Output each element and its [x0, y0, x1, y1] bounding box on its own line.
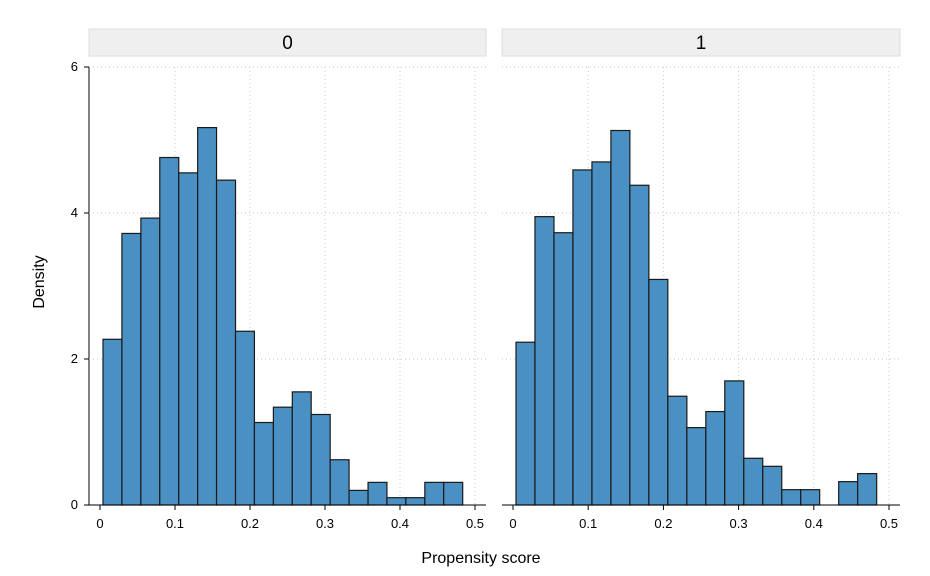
y-axis-title: Density: [31, 255, 48, 308]
facet-panels: 0 0 0.1 0.2 0.3 0.4 0.5 1 0 0.1 0.2 0.3 0.4 0.5: [88, 28, 901, 531]
facet-strip-label: 1: [696, 33, 707, 54]
histogram-bar: [686, 427, 707, 506]
facet-strip-label: 0: [282, 33, 293, 54]
y-tick-label: 4: [71, 205, 78, 220]
histogram-bar: [762, 465, 783, 506]
histogram-bar: [838, 481, 859, 506]
histogram-bar: [310, 413, 331, 506]
x-tick-label: 0: [509, 516, 516, 531]
y-tick-label: 0: [71, 497, 78, 512]
x-tick-label: 0.2: [654, 516, 672, 531]
histogram-bar: [272, 406, 293, 506]
histogram-bar: [197, 126, 218, 506]
x-tick-label: 0: [96, 516, 103, 531]
histogram-bar: [367, 481, 388, 506]
histogram-bar: [591, 161, 612, 506]
x-tick-label: 0.1: [166, 516, 184, 531]
histogram-bar: [159, 156, 180, 506]
histogram-bar: [178, 172, 199, 506]
panel-1: 1 0 0.1 0.2 0.3 0.4 0.5: [501, 28, 901, 531]
y-tick-label: 2: [71, 351, 78, 366]
histogram-bar: [405, 497, 426, 506]
facet-strip: [501, 28, 901, 57]
x-tick-label: 0.2: [241, 516, 259, 531]
y-tick-label: 6: [71, 59, 78, 74]
panel-0: 0 0 0.1 0.2 0.3 0.4 0.5: [88, 28, 487, 531]
histogram-bar: [667, 395, 688, 506]
x-tick-label: 0.4: [391, 516, 409, 531]
histogram-bar: [743, 457, 764, 506]
x-tick-label: 0.5: [880, 516, 898, 531]
histogram-bar: [215, 179, 237, 506]
histogram-bar: [253, 421, 275, 506]
histogram-bar: [348, 489, 369, 506]
histogram-bar: [443, 481, 464, 506]
histogram-bar: [800, 489, 821, 506]
histogram-bar: [534, 216, 555, 506]
histogram-bar: [857, 473, 878, 506]
facet-strip: [88, 28, 487, 57]
histogram-bar: [629, 184, 650, 506]
histogram-bar: [572, 169, 593, 506]
x-tick-label: 0.4: [805, 516, 823, 531]
x-tick-label: 0.5: [466, 516, 484, 531]
histogram-bar: [515, 341, 536, 506]
histogram-bar: [386, 497, 407, 506]
histogram-bar: [610, 129, 631, 506]
histogram-bar: [102, 338, 123, 506]
x-tick-label: 0.3: [316, 516, 334, 531]
histogram-bar: [291, 391, 312, 506]
histogram-bar: [781, 489, 802, 506]
histogram-bar: [234, 330, 256, 506]
histogram-bar: [329, 459, 350, 506]
histogram-bar: [724, 380, 745, 506]
histogram-bar: [424, 481, 445, 506]
x-tick-label: 0.3: [730, 516, 748, 531]
histogram-bar: [140, 217, 161, 506]
x-tick-label: 0.1: [579, 516, 597, 531]
histogram-bar: [553, 232, 574, 506]
x-axis-title: Propensity score: [421, 550, 540, 567]
histogram-bar: [121, 232, 142, 506]
histogram-bar: [648, 278, 669, 506]
histogram-bar: [705, 410, 726, 506]
y-axis: 0 2 4 6: [71, 59, 90, 512]
